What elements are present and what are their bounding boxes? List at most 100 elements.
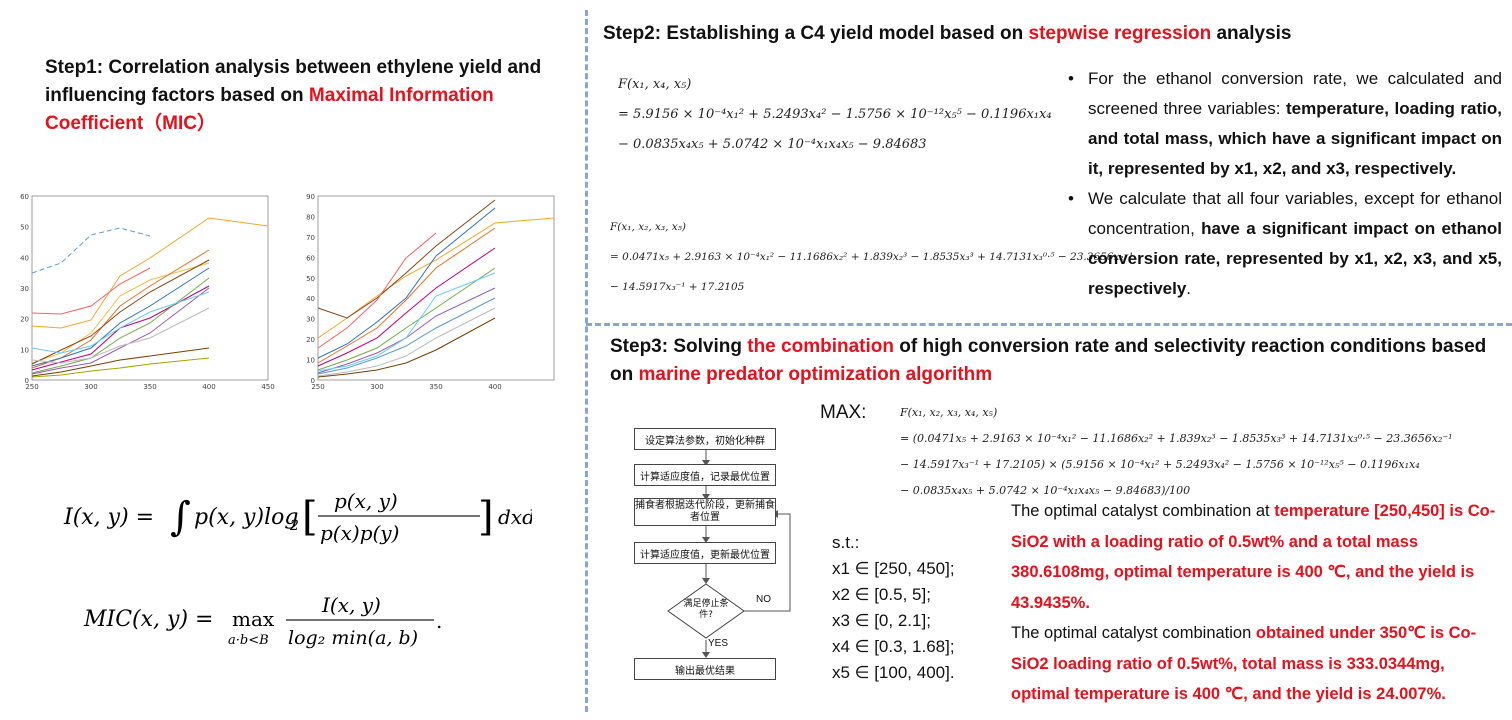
- flow-step-output-label: 输出最优结果: [675, 665, 735, 677]
- step3-title: Step3: Solving the combination of high c…: [610, 333, 1505, 389]
- equation-c4-yield-line2: − 0.0835x₄x₅ + 5.0742 × 10⁻⁴x₁x₄x₅ − 9.8…: [618, 137, 927, 152]
- svg-text:[: [: [302, 494, 318, 540]
- svg-text:I(x, y): I(x, y): [321, 593, 381, 617]
- objective-function: F(x₁, x₂, x₃, x₄, x₅) = (0.0471x₅ + 2.91…: [900, 400, 1500, 504]
- step1-title-text: Step1: Correlation analysis between ethy…: [45, 57, 542, 106]
- mic-formula-svg: MIC(x, y) = max a·b<B I(x, y) log₂ min(a…: [83, 593, 442, 649]
- bullet-item-2-bold: have a significant impact on ethanol con…: [1088, 219, 1502, 298]
- svg-text:log₂ min(a, b): log₂ min(a, b): [288, 627, 418, 649]
- svg-text:I(x, y) =: I(x, y) =: [63, 505, 154, 530]
- equation-conversion-line1: = 0.0471x₅ + 2.9163 × 10⁻⁴x₁² − 11.1686x…: [610, 251, 1134, 263]
- bullet-dot-icon: •: [1068, 189, 1074, 208]
- line-chart-left-svg: 60 50 40 30 20 10 0 250 300 350 400 450: [20, 193, 275, 391]
- svg-text:MIC(x, y) =: MIC(x, y) =: [83, 607, 213, 632]
- flow-yes-label: YES: [708, 638, 729, 649]
- svg-text:max: max: [232, 607, 275, 631]
- horizontal-divider: [586, 323, 1512, 326]
- bullet-item-2: • We calculate that all four variables, …: [1068, 184, 1502, 304]
- constraints: s.t.: x1 ∈ [250, 450]; x2 ∈ [0.5, 5]; x3…: [832, 530, 955, 686]
- equation-c4-yield: F(x₁, x₄, x₅) = 5.9156 × 10⁻⁴x₁² + 5.249…: [618, 70, 1078, 160]
- bullet-item-1: • For the ethanol conversion rate, we ca…: [1068, 64, 1502, 184]
- objective-line2: − 14.5917x₃⁻¹ + 17.2105) × (5.9156 × 10⁻…: [900, 458, 1420, 471]
- optimal-result-2-plain: The optimal catalyst combination: [1011, 624, 1256, 642]
- constraint-x3: x3 ∈ [0, 2.1];: [832, 611, 931, 630]
- x-tick-label: 300: [370, 383, 383, 391]
- svg-text:p(x, y): p(x, y): [334, 489, 398, 513]
- flow-step-output: 输出最优结果: [634, 658, 776, 680]
- flow-step-init-label: 设定算法参数，初始化种群: [645, 435, 765, 447]
- x-tick-label: 400: [202, 383, 215, 391]
- y-tick-label: 30: [306, 316, 315, 324]
- step2-title-highlight: stepwise regression: [1028, 23, 1212, 44]
- y-tick-label: 20: [306, 336, 315, 344]
- line-chart-right: 90 80 70 60 50 40 30 20 10 0 250 300 350 400: [292, 188, 562, 398]
- y-tick-label: 30: [20, 285, 29, 293]
- y-tick-label: 0: [25, 377, 29, 385]
- x-tick-label: 450: [261, 383, 274, 391]
- y-tick-label: 20: [20, 316, 29, 324]
- svg-text:]: ]: [478, 494, 494, 540]
- constraints-label: s.t.:: [832, 533, 860, 552]
- bullet-item-2-text: We calculate that all four variables, ex…: [1088, 184, 1502, 304]
- decision-diamond: [667, 583, 745, 639]
- step2-title-text: Step2: Establishing a C4 yield model bas…: [603, 23, 1029, 44]
- svg-text:a·b<B: a·b<B: [228, 633, 269, 648]
- svg-text:.: .: [436, 609, 442, 633]
- y-tick-label: 90: [306, 193, 315, 201]
- mi-formula-svg: I(x, y) = ∫ p(x, y)log 2 [ p(x, y) p(x)p…: [63, 489, 550, 545]
- flow-no-label: NO: [756, 594, 771, 605]
- flow-step-update: 捕食者根据迭代阶段，更新捕食者位置: [634, 498, 776, 526]
- vertical-divider: [585, 10, 588, 712]
- step1-title: Step1: Correlation analysis between ethy…: [45, 54, 565, 138]
- y-tick-label: 50: [306, 275, 315, 283]
- constraint-x1: x1 ∈ [250, 450];: [832, 559, 955, 578]
- equation-c4-yield-line1: = 5.9156 × 10⁻⁴x₁² + 5.2493x₄² − 1.5756 …: [618, 107, 1052, 122]
- x-tick-label: 350: [429, 383, 442, 391]
- flow-step-update-label: 捕食者根据迭代阶段，更新捕食者位置: [635, 500, 775, 523]
- bullet-item-2-end: .: [1186, 279, 1192, 298]
- svg-text:∫: ∫: [170, 494, 191, 540]
- mic-formula: MIC(x, y) = max a·b<B I(x, y) log₂ min(a…: [82, 588, 462, 658]
- flow-step-refit-label: 计算适应度值，更新最优位置: [640, 549, 770, 561]
- optimal-results: The optimal catalyst combination at temp…: [1011, 496, 1499, 710]
- equation-conversion: F(x₁, x₂, x₃, x₅) = 0.0471x₅ + 2.9163 × …: [610, 212, 1134, 302]
- line-chart-left: 60 50 40 30 20 10 0 250 300 350 400 450: [0, 188, 282, 398]
- y-tick-label: 40: [306, 295, 315, 303]
- constraint-x4: x4 ∈ [0.3, 1.68];: [832, 637, 955, 656]
- step3-title-middle: of high conversion rate and selectivity …: [610, 336, 1487, 385]
- x-tick-label: 350: [143, 383, 156, 391]
- y-tick-label: 40: [20, 254, 29, 262]
- y-tick-label: 0: [311, 377, 315, 385]
- equation-conversion-line2: − 14.5917x₃⁻¹ + 17.2105: [610, 281, 745, 293]
- bullet-dot-icon: •: [1068, 69, 1074, 88]
- step3-title-text: Step3: Solving: [610, 336, 748, 357]
- line-chart-right-svg: 90 80 70 60 50 40 30 20 10 0 250 300 350 400: [306, 193, 555, 391]
- equation-c4-yield-lhs: F(x₁, x₄, x₅): [618, 77, 692, 92]
- x-tick-label: 400: [488, 383, 501, 391]
- equation-conversion-lhs: F(x₁, x₂, x₃, x₅): [610, 221, 687, 233]
- step2-title: Step2: Establishing a C4 yield model bas…: [603, 20, 1503, 48]
- constraint-x2: x2 ∈ [0.5, 5];: [832, 585, 931, 604]
- optimal-result-2-highlight: obtained under 350℃ is Co-SiO2 loading r…: [1011, 624, 1477, 703]
- y-tick-label: 70: [306, 234, 315, 242]
- optimal-result-1-plain: The optimal catalyst combination at: [1011, 502, 1275, 520]
- bullet-item-1-plain: For the ethanol conversion rate, we calc…: [1088, 69, 1502, 118]
- step3-title-highlight-2: marine predator optimization algorithm: [638, 364, 993, 385]
- y-tick-label: 50: [20, 224, 29, 232]
- step3-title-highlight-1: the combination: [747, 336, 894, 357]
- x-tick-label: 250: [25, 383, 38, 391]
- flowchart: 设定算法参数，初始化种群 计算适应度值，记录最优位置 捕食者根据迭代阶段，更新捕…: [618, 418, 810, 690]
- objective-line3: − 0.0835x₄x₅ + 5.0742 × 10⁻⁴x₁x₄x₅ − 9.8…: [900, 484, 1191, 497]
- flow-step-fitness: 计算适应度值，记录最优位置: [634, 464, 776, 486]
- svg-text:p(x, y)log: p(x, y)log: [194, 505, 298, 530]
- flow-step-refit: 计算适应度值，更新最优位置: [634, 542, 776, 564]
- objective-lhs: F(x₁, x₂, x₃, x₄, x₅): [900, 406, 998, 419]
- svg-text:2: 2: [289, 518, 299, 534]
- x-tick-label: 250: [311, 383, 324, 391]
- bullet-item-1-bold: temperature, loading ratio, and total ma…: [1088, 99, 1502, 178]
- step2-title-suffix: analysis: [1211, 23, 1292, 44]
- y-tick-label: 60: [20, 193, 29, 201]
- constraint-x5: x5 ∈ [100, 400].: [832, 663, 955, 682]
- flow-step-fitness-label: 计算适应度值，记录最优位置: [640, 471, 770, 483]
- step1-title-highlight: Maximal Information Coefficient（MIC）: [45, 85, 494, 134]
